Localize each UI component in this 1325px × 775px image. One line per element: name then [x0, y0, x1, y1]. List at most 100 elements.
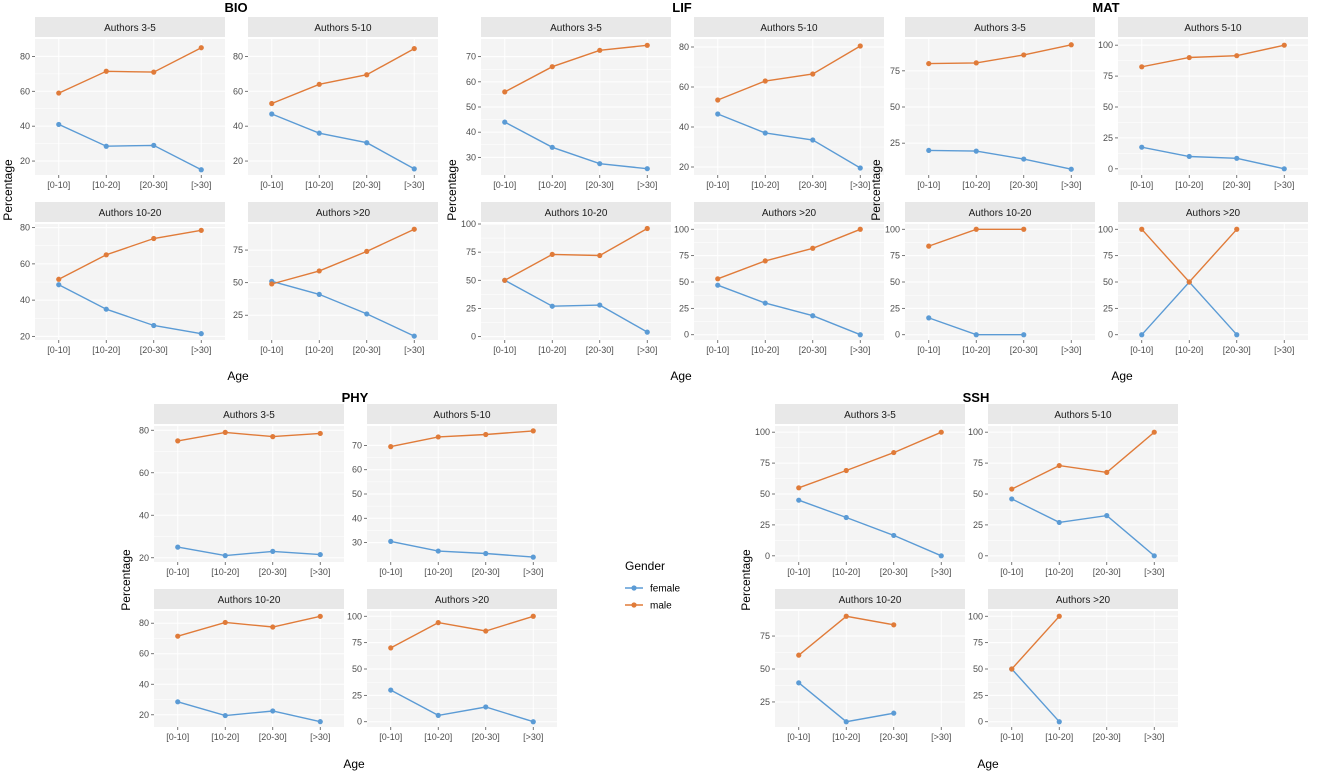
- y-tick-label: 20: [20, 156, 30, 166]
- x-tick-label: [20-30]: [472, 567, 500, 577]
- y-tick-label: 0: [1108, 330, 1113, 340]
- data-point-female: [316, 291, 322, 297]
- facet-panel: Authors >20 25 50 75 [0-10] [10-20] [20-30] [>3…: [233, 202, 438, 355]
- data-point-male: [435, 434, 441, 440]
- y-tick-label: 100: [968, 427, 983, 437]
- data-point-male: [857, 43, 863, 49]
- facet-strip: [694, 17, 884, 37]
- facet-panel: Authors 3-5 20 40 60 80 [0-10] [10-20] [20-30] […: [139, 404, 344, 577]
- data-point-male: [56, 90, 62, 96]
- x-tick-label: [10-20]: [1045, 732, 1073, 742]
- data-point-male: [269, 100, 275, 107]
- facet-strip: [694, 202, 884, 222]
- data-point-female: [1068, 166, 1074, 172]
- x-tick-label: [>30]: [1061, 180, 1081, 190]
- y-tick-label: 0: [978, 717, 983, 727]
- data-point-male: [843, 613, 849, 619]
- data-point-male: [644, 42, 650, 48]
- panel-background: [481, 224, 671, 340]
- facet-panel: Authors 3-5 25 50 75 [0-10] [10-20] [20-30] [>3…: [890, 17, 1095, 190]
- facet-strip-label: Authors 10-20: [99, 208, 162, 219]
- data-point-female: [56, 121, 62, 128]
- series-line-female: [1141, 146, 1285, 170]
- y-tick-label: 20: [679, 162, 689, 172]
- x-tick-label: [20-30]: [586, 180, 614, 190]
- series-line-female: [177, 701, 321, 723]
- y-tick-label: 0: [1108, 164, 1113, 174]
- data-point-male: [843, 467, 849, 474]
- series-line-male: [390, 430, 534, 448]
- x-axis-title: Age: [977, 757, 999, 771]
- data-point-male: [364, 72, 370, 78]
- data-point-female: [644, 166, 650, 172]
- data-point-male: [644, 225, 650, 232]
- facet-strip-label: Authors 5-10: [1184, 23, 1242, 34]
- y-tick-label: 50: [973, 489, 983, 499]
- facet-strip-label: Authors 10-20: [545, 208, 608, 219]
- facet-strip-label: Authors 5-10: [1054, 410, 1112, 421]
- y-axis-title: Percentage: [1, 159, 15, 221]
- x-tick-label: [>30]: [1274, 345, 1294, 355]
- data-point-female: [843, 514, 849, 521]
- x-tick-label: [10-20]: [424, 732, 452, 742]
- data-point-male: [103, 68, 109, 74]
- x-tick-label: [20-30]: [1010, 345, 1038, 355]
- data-point-female: [843, 719, 849, 725]
- facet-panel: Authors 10-20 0 25 50 75 100 [0-10] [10-20] [20-…: [461, 202, 671, 355]
- data-point-female: [1104, 513, 1110, 519]
- data-point-female: [222, 553, 228, 559]
- data-point-female: [857, 165, 863, 171]
- y-tick-label: 80: [679, 42, 689, 52]
- x-tick-label: [20-30]: [799, 345, 827, 355]
- data-point-female: [56, 282, 62, 288]
- y-tick-label: 50: [352, 664, 362, 674]
- data-point-male: [151, 235, 157, 242]
- data-point-female: [198, 331, 204, 337]
- data-point-female: [175, 699, 181, 705]
- y-tick-label: 25: [973, 520, 983, 530]
- y-tick-label: 50: [466, 275, 476, 285]
- y-tick-label: 0: [765, 551, 770, 561]
- data-point-male: [1056, 462, 1062, 469]
- x-tick-label: [>30]: [1144, 567, 1164, 577]
- y-tick-label: 60: [139, 649, 149, 659]
- facet-strip: [1118, 17, 1308, 37]
- x-tick-label: [0-10]: [917, 180, 940, 190]
- series-line-female: [928, 149, 1072, 170]
- y-tick-label: 100: [674, 224, 689, 234]
- x-tick-label: [10-20]: [832, 732, 860, 742]
- y-tick-label: 75: [352, 638, 362, 648]
- x-tick-label: [10-20]: [1175, 180, 1203, 190]
- y-axis-title: Percentage: [119, 549, 133, 611]
- y-tick-label: 60: [679, 82, 689, 92]
- x-tick-label: [>30]: [310, 567, 330, 577]
- series-line-male: [798, 431, 942, 489]
- data-point-female: [411, 166, 417, 172]
- data-point-male: [1021, 226, 1027, 232]
- x-tick-label: [20-30]: [799, 180, 827, 190]
- x-tick-label: [0-10]: [1130, 345, 1153, 355]
- data-point-male: [549, 251, 555, 258]
- series-line-female: [798, 499, 942, 557]
- data-point-male: [1068, 42, 1074, 48]
- data-point-female: [1139, 144, 1145, 150]
- x-tick-label: [0-10]: [166, 732, 189, 742]
- series-line-male: [928, 44, 1072, 65]
- facet-panel: Authors 3-5 0 25 50 75 100 [0-10] [10-20] [20-30…: [755, 404, 965, 577]
- legend-key-male: male: [625, 601, 672, 612]
- x-tick-label: [20-30]: [472, 732, 500, 742]
- data-point-female: [316, 130, 322, 136]
- y-tick-label: 25: [1103, 303, 1113, 313]
- facet-panel: Authors 3-5 30 40 50 60 70 [0-10] [10-20] [20-30…: [466, 17, 671, 190]
- y-tick-label: 50: [1103, 102, 1113, 112]
- x-tick-label: [20-30]: [1223, 345, 1251, 355]
- data-point-male: [175, 438, 181, 444]
- y-tick-label: 25: [973, 690, 983, 700]
- group-title-phy: PHY: [342, 390, 369, 405]
- facet-strip-label: Authors 5-10: [433, 410, 491, 421]
- data-point-female: [1056, 519, 1062, 526]
- y-tick-label: 80: [233, 51, 243, 61]
- series-line-female: [58, 123, 202, 171]
- facet-strip: [35, 17, 225, 37]
- data-point-male: [1139, 64, 1145, 70]
